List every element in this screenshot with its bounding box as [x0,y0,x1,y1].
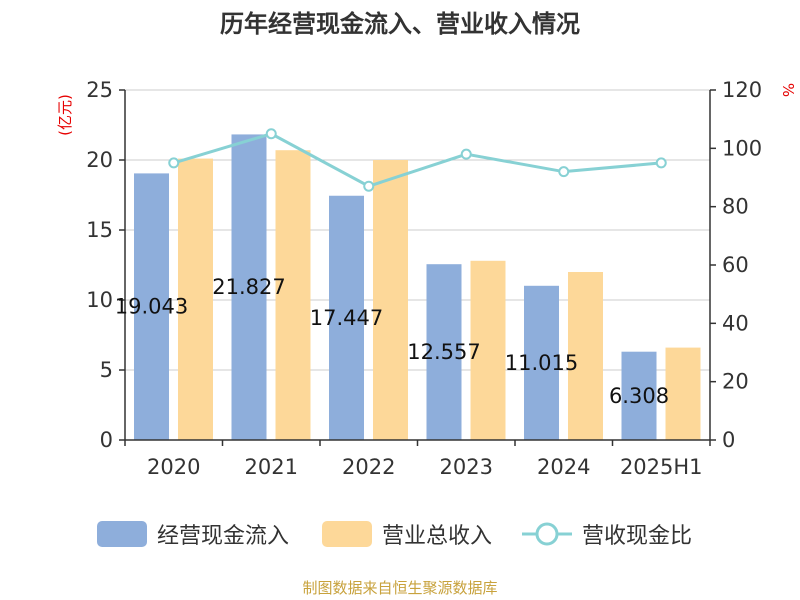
bar-cash-inflow [621,351,657,440]
x-tick-label: 2023 [440,455,493,479]
data-label-cash-inflow: 19.043 [115,295,188,319]
right-tick-label: 80 [722,195,749,219]
ratio-line-path [173,132,662,188]
left-tick-label: 5 [100,358,113,382]
legend-swatch-revenue [322,521,372,547]
ratio-point [168,157,180,169]
bar-cash-inflow [134,173,169,440]
bar-revenue [470,260,506,440]
data-label-cash-inflow: 21.827 [212,275,285,299]
ratio-point [265,128,277,140]
bar-cash-inflow [524,285,559,440]
bar-revenue [275,150,311,440]
left-tick-label: 0 [100,428,113,452]
gridlines [125,89,710,371]
legend-label-cash-inflow: 经营现金流入 [157,524,289,549]
legend-label-ratio: 营收现金比 [582,524,692,549]
legend-label-revenue: 营业总收入 [382,524,492,549]
left-tick-label: 15 [86,218,113,242]
right-tick-label: 20 [722,370,749,394]
ratio-point [558,166,570,178]
legend: 经营现金流入 营业总收入 营收现金比 [97,521,692,549]
ratio-point [363,180,375,192]
bar-cash-inflow [231,134,267,440]
ratio-point [655,157,667,169]
left-tick-label: 25 [86,78,113,102]
data-label-cash-inflow: 6.308 [609,384,669,408]
left-tick-label: 10 [86,288,113,312]
legend-marker-ratio [535,522,559,546]
left-axis-unit: (亿元) [56,94,74,136]
data-label-cash-inflow: 11.015 [505,351,578,375]
ratio-point [460,148,472,160]
legend-swatch-cash-inflow [97,521,147,547]
bar-revenue [665,347,701,440]
left-tick-label: 20 [86,148,113,172]
right-tick-label: 120 [722,78,762,102]
right-tick-label: 40 [722,311,749,335]
bar-revenue [568,272,603,440]
data-label-cash-inflow: 12.557 [407,340,480,364]
right-tick-label: 100 [722,136,762,160]
bar-cash-inflow [329,195,364,440]
ticks: 0 5 10 15 20 25 0 20 40 60 80 100 120 2020 2021 2022 202… [86,78,762,479]
x-tick-label: 2022 [342,455,395,479]
ratio-line [168,128,667,192]
chart-title: 历年经营现金流入、营业收入情况 [220,10,580,38]
bar-revenue [373,160,408,440]
right-tick-label: 0 [722,428,735,452]
source-footer: 制图数据来自恒生聚源数据库 [302,579,497,597]
bar-cash-inflow [426,264,462,440]
x-tick-label: 2025H1 [620,455,703,479]
data-labels: 19.043 21.827 17.447 12.557 11.015 6.308 [115,275,669,408]
right-axis-unit: % [779,83,797,97]
data-label-cash-inflow: 17.447 [310,306,383,330]
bar-revenue [178,158,213,440]
x-tick-label: 2020 [147,455,200,479]
x-tick-label: 2024 [537,455,590,479]
bars [134,134,701,440]
x-tick-label: 2021 [245,455,298,479]
right-tick-label: 60 [722,253,749,277]
